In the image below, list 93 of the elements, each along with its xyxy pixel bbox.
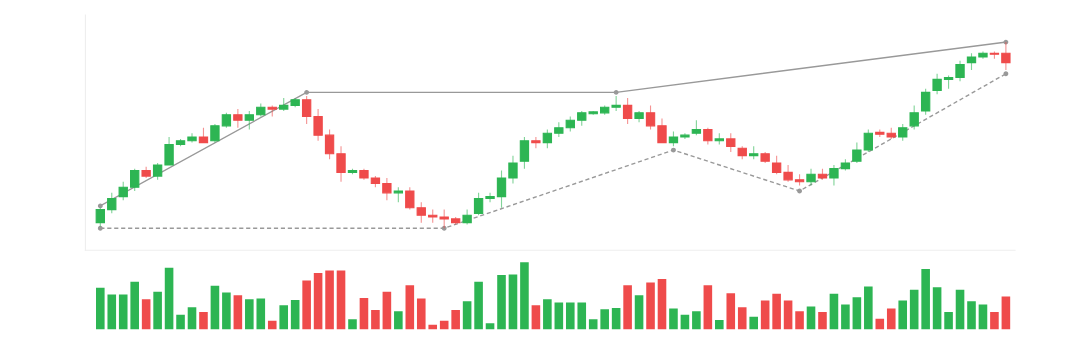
bar <box>623 285 632 330</box>
bar <box>692 311 701 330</box>
bar <box>886 308 896 330</box>
bar <box>646 282 655 330</box>
bar <box>990 311 999 330</box>
bar <box>944 311 953 330</box>
candlestick <box>611 95 621 112</box>
point <box>304 89 310 95</box>
bar <box>864 286 873 330</box>
bar <box>737 307 747 330</box>
bar <box>210 285 220 330</box>
bar <box>749 316 758 330</box>
bar <box>371 309 380 330</box>
bar <box>176 314 185 330</box>
bar <box>932 287 942 330</box>
bar <box>302 280 311 330</box>
bar <box>600 309 609 330</box>
point <box>1003 39 1009 45</box>
bar <box>795 311 804 330</box>
bar <box>451 309 460 330</box>
bar <box>829 293 839 330</box>
bar <box>634 295 644 330</box>
candlestick <box>783 164 793 183</box>
bar <box>256 298 266 330</box>
bar <box>497 275 506 330</box>
bar <box>153 291 162 330</box>
bar <box>245 299 254 330</box>
candlestick <box>485 192 495 203</box>
bar <box>783 300 793 330</box>
bar <box>96 287 105 330</box>
bar <box>405 285 415 330</box>
bar <box>416 298 426 330</box>
point <box>797 188 802 194</box>
bar <box>760 300 770 330</box>
bar <box>841 304 850 330</box>
bar <box>359 297 369 330</box>
bar <box>955 289 965 330</box>
bar <box>577 302 587 330</box>
bar <box>118 294 128 330</box>
bar <box>313 273 323 330</box>
bar <box>531 305 541 330</box>
bar <box>806 306 816 330</box>
point <box>671 147 676 153</box>
bar <box>394 311 403 330</box>
bar <box>909 289 919 330</box>
bar <box>715 320 724 330</box>
bar <box>222 292 231 330</box>
bar <box>818 311 827 330</box>
bar <box>290 299 300 330</box>
point <box>1003 71 1009 77</box>
bar <box>187 307 197 330</box>
bar <box>543 299 552 330</box>
bar <box>130 281 139 330</box>
bar <box>267 320 277 330</box>
bar <box>199 311 208 330</box>
bar <box>588 319 598 330</box>
bar <box>657 279 667 330</box>
bar <box>772 293 781 330</box>
bar <box>898 300 908 330</box>
bar <box>726 293 736 330</box>
bar <box>921 269 930 330</box>
point <box>97 225 103 231</box>
bar <box>669 308 678 330</box>
bar <box>485 323 495 330</box>
bar <box>978 304 988 330</box>
candlestick <box>187 132 197 144</box>
bar <box>875 318 885 330</box>
point <box>97 203 103 209</box>
bar <box>565 302 575 330</box>
bar <box>107 294 117 330</box>
bar <box>382 291 392 330</box>
bar <box>554 302 564 330</box>
bar <box>141 299 151 330</box>
bar <box>474 281 483 330</box>
candlestick <box>680 132 690 140</box>
bar <box>703 285 713 330</box>
bar <box>233 295 243 330</box>
bar <box>279 305 289 330</box>
candlestick <box>531 136 541 149</box>
bar <box>164 267 174 330</box>
bar <box>428 324 438 330</box>
bar <box>508 274 518 330</box>
point <box>441 225 447 231</box>
bar <box>348 319 357 330</box>
bar <box>1001 296 1011 330</box>
bar <box>336 270 346 330</box>
bar <box>325 270 334 330</box>
bar <box>967 301 976 330</box>
point <box>613 89 619 95</box>
bar <box>520 262 529 330</box>
bar <box>611 307 621 330</box>
bar <box>462 301 472 330</box>
bar <box>852 297 862 330</box>
